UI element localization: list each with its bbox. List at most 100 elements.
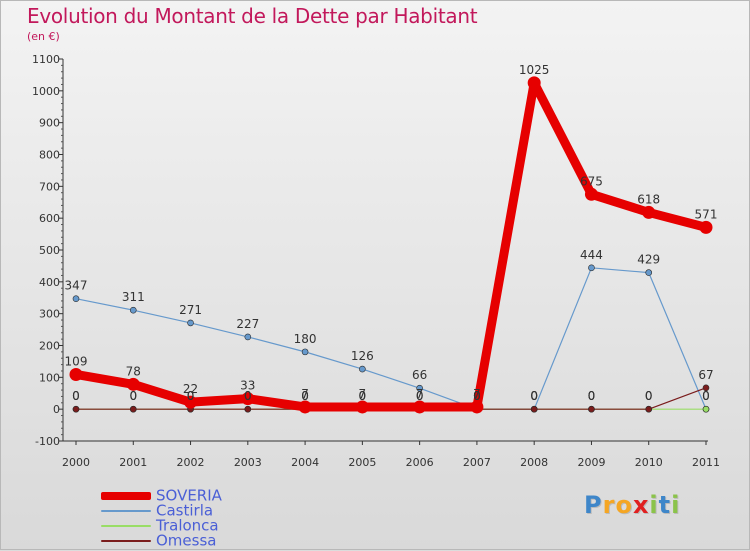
data-label: 311 [122, 290, 145, 304]
legend-label: Tralonca [156, 516, 219, 535]
data-label: 1025 [519, 63, 550, 77]
data-point [527, 76, 541, 90]
x-tick-label: 2001 [119, 456, 147, 469]
data-label: 7 [359, 387, 367, 401]
data-label: 67 [698, 368, 713, 382]
data-label: 0 [187, 389, 195, 403]
legend-label: Castirla [156, 501, 214, 520]
legend-swatch [101, 509, 151, 512]
y-tick-label: 1100 [32, 53, 60, 66]
data-label: 0 [702, 389, 710, 403]
data-label: 444 [580, 248, 603, 262]
data-label: 7 [416, 387, 424, 401]
data-label: 7 [301, 387, 309, 401]
y-tick-label: 100 [39, 371, 60, 384]
data-label: 0 [359, 389, 367, 403]
data-label: 0 [72, 389, 80, 403]
y-tick-label: 300 [39, 308, 60, 321]
x-tick-label: 2009 [577, 456, 605, 469]
data-point [69, 367, 83, 381]
data-point [588, 405, 595, 413]
data-point [642, 205, 656, 219]
data-label: 0 [416, 389, 424, 403]
data-label: 0 [129, 389, 137, 403]
x-tick-label: 2000 [62, 456, 90, 469]
data-label: 66 [412, 368, 427, 382]
data-point [645, 405, 653, 413]
data-label: 0 [530, 389, 538, 403]
data-label: 33 [240, 379, 255, 393]
data-label: 0 [473, 389, 481, 403]
data-label: 0 [473, 389, 481, 403]
data-label: 78 [126, 364, 141, 378]
legend-item-tralonca: Tralonca [101, 517, 219, 534]
x-tick-label: 2002 [177, 456, 205, 469]
data-point [126, 377, 140, 391]
chart-title: Evolution du Montant de la Dette par Hab… [27, 4, 478, 28]
data-label: 0 [702, 389, 710, 403]
data-label: 271 [179, 303, 202, 317]
data-point [413, 400, 427, 414]
data-point [699, 220, 713, 234]
data-point [702, 384, 710, 392]
data-point [184, 395, 198, 409]
x-tick-label: 2004 [291, 456, 319, 469]
y-tick-label: 200 [39, 340, 60, 353]
data-point [584, 187, 598, 201]
data-label: 0 [129, 389, 137, 403]
data-label: 7 [473, 387, 481, 401]
legend-label: SOVERIA [156, 486, 222, 505]
data-label: 227 [236, 317, 259, 331]
data-label: 126 [351, 349, 374, 363]
y-tick-label: 0 [53, 403, 60, 416]
x-tick-label: 2006 [406, 456, 434, 469]
y-tick-label: 900 [39, 117, 60, 130]
x-tick-label: 2011 [692, 456, 720, 469]
data-label: 429 [637, 253, 660, 267]
data-label: 618 [637, 192, 660, 206]
y-tick-label: 500 [39, 244, 60, 257]
data-label: 0 [530, 389, 538, 403]
series-line-soveria [71, 78, 711, 412]
data-label: 0 [588, 389, 596, 403]
data-point [416, 384, 423, 392]
y-tick-label: 800 [39, 149, 60, 162]
data-label: 0 [645, 389, 653, 403]
proxiti-logo: Proxiti [584, 491, 681, 519]
data-label: 0 [244, 389, 252, 403]
data-label: 0 [244, 389, 252, 403]
data-label: 0 [187, 389, 195, 403]
x-tick-label: 2005 [348, 456, 376, 469]
y-tick-label: 700 [39, 180, 60, 193]
data-label: 0 [588, 389, 596, 403]
data-point [244, 405, 252, 413]
data-label: 22 [183, 382, 198, 396]
data-point [359, 365, 366, 373]
data-label: 0 [530, 389, 538, 403]
legend-swatch [101, 524, 151, 527]
data-label: 675 [580, 174, 603, 188]
legend-item-castirla: Castirla [101, 502, 213, 519]
data-point [72, 405, 80, 413]
data-point [702, 405, 710, 413]
data-label: 571 [695, 207, 718, 221]
data-point [244, 333, 252, 341]
data-point [530, 405, 538, 413]
data-point [355, 400, 369, 414]
x-tick-label: 2007 [463, 456, 491, 469]
data-label: 347 [65, 279, 88, 293]
data-label: 0 [645, 389, 653, 403]
series-line-castirla [75, 267, 707, 410]
legend-item-soveria: SOVERIA [101, 487, 222, 504]
data-label: 0 [72, 389, 80, 403]
y-tick-label: -100 [35, 435, 60, 448]
y-tick-label: 600 [39, 212, 60, 225]
x-tick-label: 2003 [234, 456, 262, 469]
legend-item-omessa: Omessa [101, 532, 216, 549]
data-label: 0 [301, 389, 309, 403]
data-point [588, 264, 595, 272]
data-point [301, 348, 309, 356]
legend-label: Omessa [156, 531, 217, 550]
